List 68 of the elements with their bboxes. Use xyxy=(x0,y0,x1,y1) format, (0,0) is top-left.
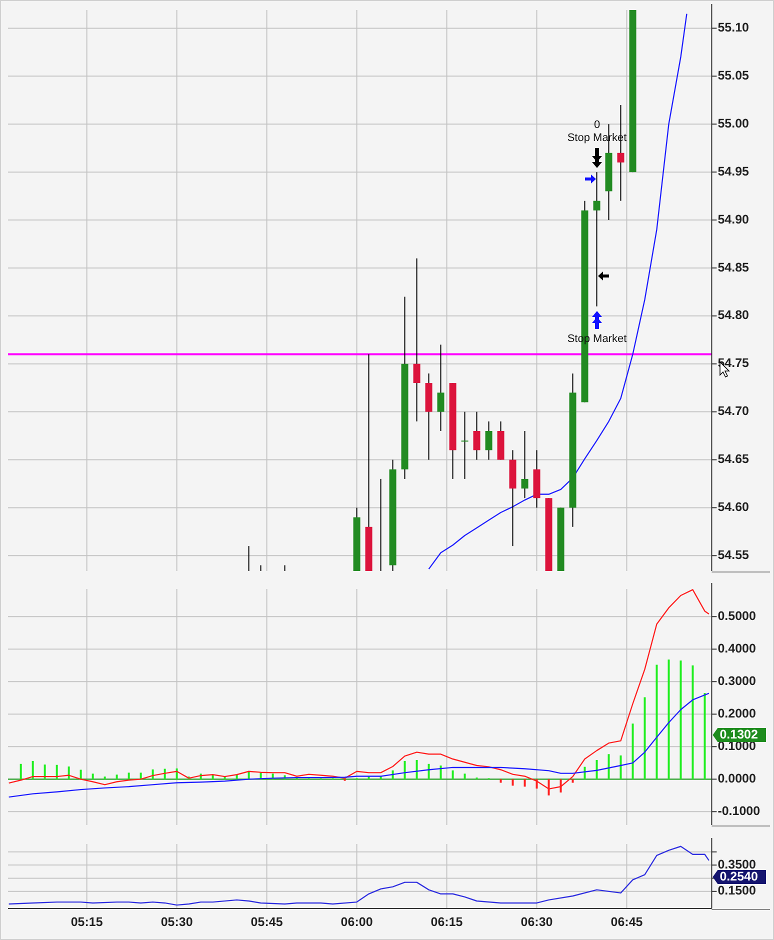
line-series xyxy=(8,692,710,798)
bar xyxy=(668,660,670,780)
candlestick xyxy=(413,258,420,422)
y-tick-label: 55.10 xyxy=(718,20,750,35)
bar xyxy=(452,770,454,780)
bar xyxy=(44,764,46,780)
bar xyxy=(632,724,634,780)
bar xyxy=(608,754,610,780)
line-series xyxy=(8,846,710,906)
x-tick-label: 05:30 xyxy=(160,914,193,929)
y-tick-label: 54.90 xyxy=(718,212,750,226)
y-tick-label: 54.70 xyxy=(718,404,750,418)
y-tick-label: 54.55 xyxy=(718,548,750,562)
bar xyxy=(644,697,646,780)
bar xyxy=(680,660,682,780)
y-tick-label: 54.60 xyxy=(718,500,750,514)
y-tick-label: 0.3000 xyxy=(718,674,756,688)
line-series xyxy=(428,13,688,570)
y-tick-label: 0.0000 xyxy=(718,771,756,786)
y-tick-label: 55.00 xyxy=(718,116,750,130)
bar xyxy=(140,772,142,780)
y-tick-label: 54.95 xyxy=(718,164,750,178)
x-tick-label: 06:15 xyxy=(430,914,463,929)
bar xyxy=(32,760,34,780)
x-tick-label: 06:30 xyxy=(520,914,553,929)
y-tick-label: 54.85 xyxy=(718,260,750,274)
bar xyxy=(416,760,418,780)
y-tick-label: 0.1500 xyxy=(718,884,756,898)
y-tick-label: 0.3500 xyxy=(718,857,756,872)
text: 0.2540 xyxy=(720,869,758,884)
annotation: 0 xyxy=(594,118,600,131)
candlestick xyxy=(473,411,480,460)
candlestick xyxy=(521,430,528,499)
bar xyxy=(104,776,106,780)
bar xyxy=(572,779,574,783)
bar xyxy=(500,779,502,783)
y-tick-label: 54.80 xyxy=(718,308,750,322)
x-tick-label: 06:45 xyxy=(610,914,643,929)
y-tick-label: 54.65 xyxy=(718,452,750,466)
bar xyxy=(404,760,406,780)
y-tick-label: 0.4000 xyxy=(718,641,756,656)
bar xyxy=(524,779,526,787)
y-tick-label: -0.1000 xyxy=(718,804,760,818)
bar xyxy=(116,774,118,780)
x-tick-label: 06:00 xyxy=(340,914,373,929)
candlestick xyxy=(461,411,468,480)
y-tick-label: 55.05 xyxy=(718,68,750,82)
x-tick-label: 05:45 xyxy=(250,914,283,929)
bar xyxy=(128,772,130,780)
bar xyxy=(440,766,442,780)
bar xyxy=(56,764,58,780)
bar xyxy=(92,774,94,780)
candlestick xyxy=(437,344,444,432)
bar xyxy=(596,760,598,780)
bar xyxy=(20,764,22,780)
x-tick-label: 05:15 xyxy=(70,914,103,929)
text: 0.1302 xyxy=(720,727,758,742)
candlestick xyxy=(593,172,600,307)
y-tick-label: 0.2000 xyxy=(718,706,756,720)
candlestick xyxy=(485,420,492,460)
bar xyxy=(656,664,658,780)
bar xyxy=(620,755,622,780)
y-tick-label: 0.5000 xyxy=(718,608,756,623)
bar xyxy=(704,693,706,780)
bar xyxy=(80,770,82,780)
bar xyxy=(692,665,694,780)
bar xyxy=(512,779,514,786)
bar xyxy=(464,774,466,780)
